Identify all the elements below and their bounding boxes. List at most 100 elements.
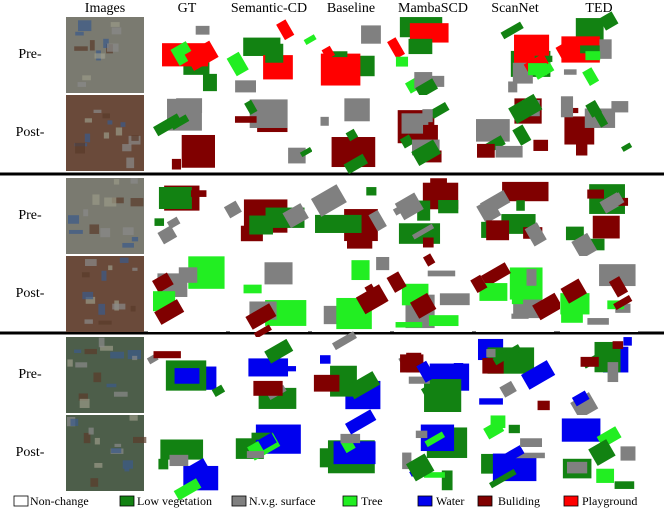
map-region <box>561 96 573 117</box>
map-region <box>491 415 506 428</box>
map-region <box>169 455 188 466</box>
map-region <box>409 39 433 54</box>
map-region <box>347 239 372 248</box>
column-header: Semantic-CD <box>231 1 307 16</box>
legend-label: Buliding <box>498 494 540 508</box>
legend-swatch <box>343 496 357 506</box>
photo-detail <box>111 448 121 453</box>
photo-detail <box>114 444 121 447</box>
row-label: Post- <box>16 286 45 301</box>
figure: ImagesGTSemantic-CDBaselineMambaSCDScanN… <box>0 0 664 513</box>
photo-detail <box>85 118 92 122</box>
photo-detail <box>100 228 110 237</box>
photo-detail <box>132 237 138 241</box>
photo-detail <box>130 415 138 420</box>
legend-label: Low vegetation <box>137 494 212 508</box>
map-region <box>623 337 631 346</box>
legend-swatch <box>418 496 432 506</box>
map-region <box>430 178 447 187</box>
map-region <box>611 101 628 112</box>
map-region <box>476 119 510 142</box>
photo-detail <box>89 428 94 435</box>
photo-detail <box>93 373 101 383</box>
map-region <box>428 271 455 277</box>
photo-detail <box>121 122 126 127</box>
map-region <box>479 398 503 404</box>
map-region <box>508 81 517 92</box>
map-region <box>249 216 273 235</box>
map-region <box>351 144 372 151</box>
map-region <box>496 146 523 158</box>
map-region <box>533 140 548 151</box>
legend-swatch <box>564 496 578 506</box>
photo-detail <box>85 134 90 143</box>
photo-detail <box>85 349 97 354</box>
map-region <box>516 200 525 211</box>
map-region <box>271 366 296 371</box>
photo-detail <box>107 120 112 124</box>
map-region <box>154 351 181 358</box>
photo-detail <box>107 44 119 52</box>
map-region <box>564 69 577 74</box>
photo-detail <box>82 75 91 80</box>
photo-detail <box>78 82 86 87</box>
map-region <box>486 349 495 357</box>
column-header: Images <box>85 1 125 16</box>
legend-label: Tree <box>361 494 383 508</box>
photo-detail <box>75 362 87 367</box>
map-region <box>203 74 217 91</box>
photo-detail <box>110 352 124 359</box>
photo-detail <box>131 198 144 206</box>
photo-detail <box>80 399 90 408</box>
map-region <box>454 363 463 378</box>
map-region <box>334 441 376 464</box>
map-region <box>581 357 599 367</box>
map-region <box>154 218 164 226</box>
legend-label: N.v.g. surface <box>249 494 316 508</box>
map-region <box>438 200 458 213</box>
photo-detail <box>122 144 131 151</box>
map-region <box>340 434 360 443</box>
photo-detail <box>131 306 136 312</box>
map-region <box>486 220 509 240</box>
photo-detail <box>82 292 93 299</box>
map-region <box>599 39 611 59</box>
map-region <box>416 431 428 438</box>
map-region <box>179 267 197 282</box>
map-region <box>235 116 257 123</box>
photo-detail <box>112 304 125 310</box>
photo-detail <box>69 230 83 234</box>
photo-detail <box>106 384 116 388</box>
map-region <box>615 481 635 489</box>
photo-detail <box>112 27 122 34</box>
photo-detail <box>75 32 84 36</box>
map-region <box>520 438 542 447</box>
map-region <box>396 322 423 327</box>
column-header: ScanNet <box>491 1 539 16</box>
map-region <box>351 260 369 280</box>
photo-detail <box>85 259 97 266</box>
map-region <box>321 117 329 126</box>
map-region <box>376 257 389 270</box>
photo-detail <box>92 194 99 204</box>
legend-label: Water <box>436 494 464 508</box>
photo-detail <box>101 271 106 281</box>
map-region <box>366 187 376 195</box>
photo-detail <box>114 179 119 185</box>
legend-swatch <box>478 496 492 506</box>
photo-detail <box>116 127 122 135</box>
map-region <box>477 144 495 158</box>
map-region <box>265 44 283 63</box>
photo-detail <box>68 215 79 224</box>
map-region <box>613 341 624 349</box>
map-region <box>320 355 331 364</box>
map-region <box>172 159 181 170</box>
photo-detail <box>78 20 91 31</box>
photo-detail <box>70 419 78 426</box>
legend-swatch <box>232 496 246 506</box>
row-label: Post- <box>16 125 45 140</box>
map-region <box>244 285 262 294</box>
map-region <box>593 216 620 239</box>
photo-detail <box>123 227 134 235</box>
map-region <box>314 375 340 392</box>
